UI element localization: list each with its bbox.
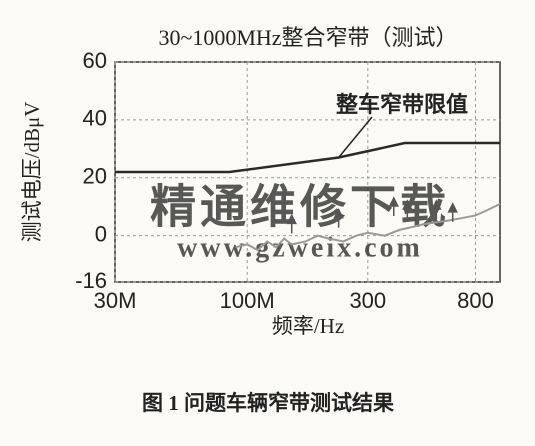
x-tick-label: 100M <box>220 288 275 313</box>
peak-marker <box>333 207 344 228</box>
series-line <box>115 141 500 174</box>
x-tick-label: 30M <box>94 288 137 313</box>
y-tick-label: -16 <box>75 268 107 293</box>
x-axis-label: 频率/Hz <box>272 314 344 338</box>
peak-marker <box>402 199 413 219</box>
y-tick-label: 20 <box>83 164 107 189</box>
y-tick-label: 60 <box>83 48 107 73</box>
series-name: 整车窄带限值 <box>336 92 468 117</box>
peak-marker <box>286 213 297 234</box>
watermark: 精通维修下载 <box>150 182 450 233</box>
peak-marker <box>431 199 442 219</box>
y-tick-label: 0 <box>95 221 107 246</box>
x-tick-label: 800 <box>457 288 494 313</box>
caption: 图 1 问题车辆窄带测试结果 <box>142 391 394 415</box>
x-tick-label: 300 <box>349 288 386 313</box>
y-axis-label: 测试电压/dBμV <box>20 102 44 243</box>
peak-marker <box>388 196 399 217</box>
annotation-leader <box>338 116 373 159</box>
y-tick-label: 40 <box>83 106 107 131</box>
peak-marker <box>447 202 458 222</box>
chart-title: 30~1000MHz整合窄带（测试） <box>158 25 457 50</box>
watermark-url: www.gzweix.com <box>177 232 423 263</box>
